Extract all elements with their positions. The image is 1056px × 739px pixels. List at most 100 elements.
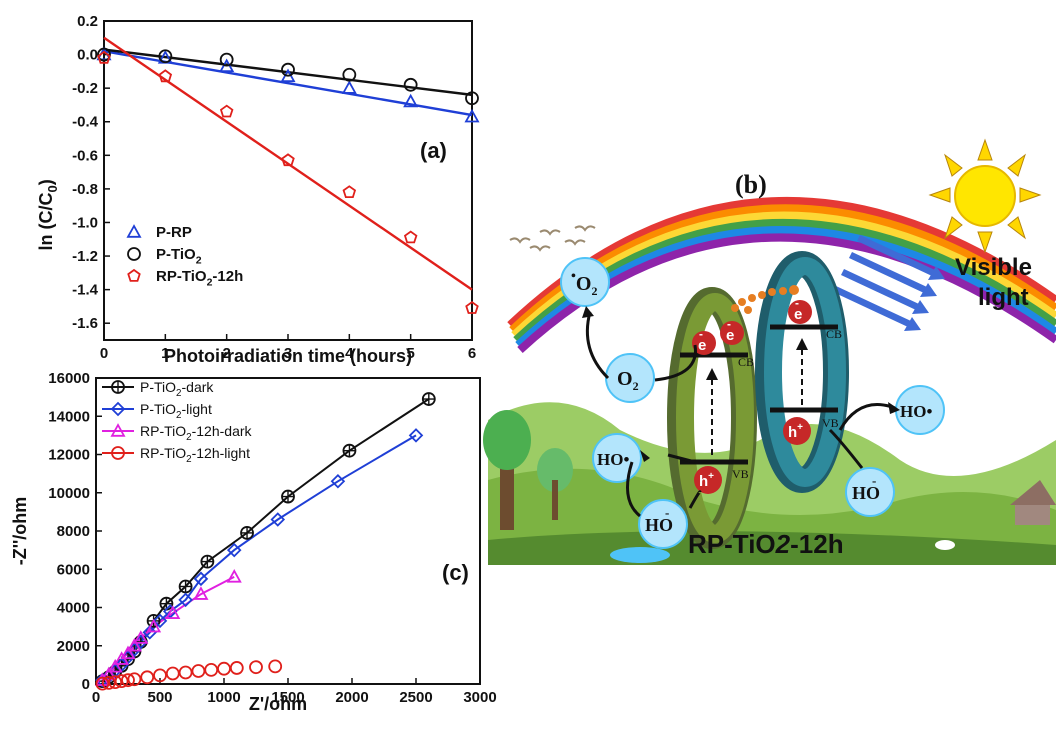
photocatalysis-diagram: Visible light <box>483 138 1056 565</box>
x-tick-label-a: 0 <box>100 345 108 362</box>
hydroxyl-radical-label-left: HO• <box>597 450 629 469</box>
electron-label-2: e <box>726 327 734 344</box>
y-tick-label-c: 14000 <box>48 408 90 425</box>
data-point-c-3 <box>153 668 167 683</box>
data-point-c-0 <box>281 489 295 504</box>
data-point-c-2 <box>146 618 162 633</box>
caption-rp-tio2: RP-TiO2-12h <box>688 529 844 559</box>
y-axis-label-a: ln (C/C0) <box>36 179 60 250</box>
panel-label-c: (c) <box>442 560 469 585</box>
data-point-c-1 <box>193 571 209 587</box>
x-tick-label-a: 2 <box>222 345 230 362</box>
series-line-c-1 <box>101 434 417 682</box>
visible-light-label-1: Visible <box>955 254 1032 281</box>
data-point-c-3 <box>229 661 244 675</box>
data-point-c-2 <box>165 605 181 619</box>
hydroxide-label-left: HO- <box>645 505 673 535</box>
y-tick-label-c: 4000 <box>57 600 90 617</box>
arrow-heads <box>582 306 900 462</box>
data-point-c-1 <box>408 428 424 443</box>
y-tick-label-c: 12000 <box>48 447 90 464</box>
cb-label-green: CB <box>738 355 754 369</box>
data-point-a-0 <box>464 108 480 123</box>
legend-label-a-1: P-TiO2 <box>156 246 202 267</box>
cb-label-blue: CB <box>826 327 842 341</box>
data-point-c-3 <box>140 670 155 685</box>
x-tick-label-c: 2000 <box>335 689 368 706</box>
data-point-c-3 <box>217 661 231 676</box>
data-point-c-2 <box>193 586 209 600</box>
data-point-a-1 <box>97 47 111 62</box>
green-semiconductor-ring <box>667 287 757 549</box>
legend-marker-a-0 <box>126 224 142 238</box>
electron-charge-2: - <box>727 317 731 331</box>
electron-charge-3: - <box>795 296 799 310</box>
x-tick-label-a: 5 <box>406 345 414 362</box>
data-point-c-1 <box>142 625 158 640</box>
data-point-c-0 <box>159 596 174 611</box>
data-point-c-1 <box>226 542 242 558</box>
data-point-c-3 <box>178 665 193 680</box>
data-point-c-2 <box>101 666 117 681</box>
data-point-a-1 <box>219 52 234 67</box>
data-point-c-3 <box>191 664 206 678</box>
data-point-a-1 <box>342 67 357 82</box>
data-point-c-2 <box>133 630 149 644</box>
electron-label-3: e <box>794 306 802 323</box>
electron-charge-1: - <box>699 327 703 341</box>
legend-label-a-0: P-RP <box>156 224 192 241</box>
x-tick-label-c: 3000 <box>463 689 496 706</box>
species-bubbles <box>560 257 945 549</box>
x-tick-label-a: 3 <box>284 345 292 362</box>
legend-marker-c-0 <box>111 380 125 394</box>
data-point-c-1 <box>152 613 168 629</box>
legend-label-a-2: RP-TiO2-12h <box>156 268 243 289</box>
data-point-a-2 <box>158 69 173 83</box>
fit-line-a-2 <box>103 36 473 291</box>
data-point-c-2 <box>120 645 136 660</box>
hole-label-2: h+ <box>788 422 803 441</box>
data-point-a-1 <box>465 91 479 106</box>
vb-label-blue: VB <box>822 416 839 430</box>
electron-label-1: e <box>698 337 706 354</box>
data-point-c-0 <box>421 392 436 406</box>
data-point-c-3 <box>249 660 263 675</box>
data-point-c-0 <box>178 579 193 594</box>
data-point-a-0 <box>403 93 419 108</box>
x-axis-label-c: Z'/ohm <box>249 694 307 714</box>
y-tick-label-a: -1.0 <box>72 214 98 231</box>
oxygen-label: O2 <box>617 368 639 393</box>
y-tick-label-a: -1.2 <box>72 248 98 265</box>
data-point-a-2 <box>281 153 295 167</box>
data-point-a-2 <box>219 104 234 118</box>
chart-c: 0 500 1000 1500 2000 2500 3000 0 2000 4000 6000 800… <box>10 370 497 714</box>
data-point-a-1 <box>403 77 418 92</box>
y-tick-label-c: 2000 <box>57 638 90 655</box>
y-tick-label-a: -0.2 <box>72 80 98 97</box>
chart-a: 0 1 2 3 4 5 6 0.2 0.0 -0.2 -0.4 -0.6 -0.8 -1.0 -1.2 -1.… <box>36 13 480 366</box>
legend-marker-a-1 <box>127 247 141 261</box>
vb-label-green: VB <box>732 467 749 481</box>
data-point-c-3 <box>165 666 180 681</box>
data-point-a-1 <box>281 62 295 77</box>
data-point-c-3 <box>127 672 142 687</box>
data-point-a-2 <box>342 185 357 199</box>
series-line-c-0 <box>101 398 430 682</box>
data-point-a-2 <box>465 300 479 314</box>
hydroxyl-radical-label-right: HO• <box>900 402 932 421</box>
legend-marker-c-3 <box>111 446 125 460</box>
data-point-c-1 <box>270 512 286 527</box>
x-tick-label-c: 1000 <box>207 689 240 706</box>
data-point-c-3 <box>268 659 283 674</box>
hydroxide-label-right: HO- <box>852 473 880 503</box>
y-axis-label-c: -Z''/ohm <box>10 497 30 566</box>
x-tick-label-c: 1500 <box>271 689 304 706</box>
data-point-c-1 <box>178 592 193 608</box>
y-tick-label-c: 0 <box>82 676 90 693</box>
legend-label-c-1: P-TiO2-light <box>140 401 212 421</box>
y-tick-label-c: 8000 <box>57 523 90 540</box>
data-point-c-3 <box>114 674 129 689</box>
panel-label-a: (a) <box>420 138 447 163</box>
birds-icon <box>509 225 596 252</box>
